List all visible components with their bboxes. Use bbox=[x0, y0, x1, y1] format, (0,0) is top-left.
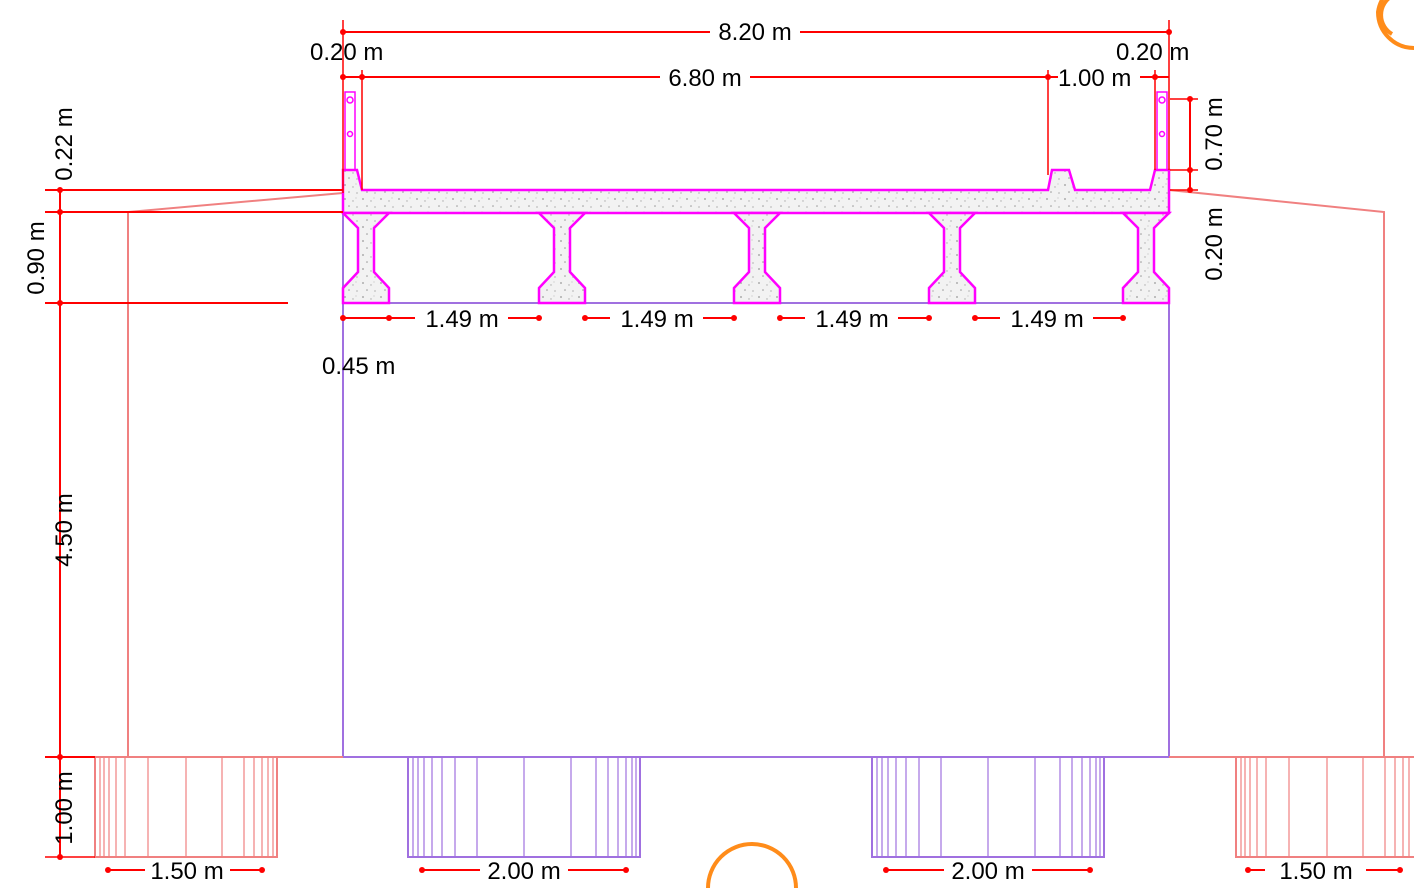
label-girder-spacing-2: 1.49 m bbox=[620, 306, 693, 333]
deck-slab bbox=[341, 168, 1171, 215]
abutment-left bbox=[60, 192, 344, 858]
label-right-curb: 0.20 m bbox=[1116, 39, 1189, 66]
orange-circle-inner bbox=[1379, 0, 1394, 36]
girder-1 bbox=[339, 211, 393, 305]
railing-right bbox=[1156, 91, 1168, 171]
label-footing-depth: 1.00 m bbox=[51, 771, 78, 844]
label-girder-depth: 0.90 m bbox=[23, 221, 50, 294]
pier-footing-left bbox=[407, 756, 641, 858]
abutment-right bbox=[1168, 189, 1414, 858]
girder-3 bbox=[730, 211, 784, 305]
label-roadway: 6.80 m bbox=[668, 65, 741, 92]
label-girder-spacing-3: 1.49 m bbox=[815, 306, 888, 333]
label-footing-center-1: 2.00 m bbox=[487, 858, 560, 885]
label-footing-right: 1.50 m bbox=[1279, 858, 1352, 885]
label-overhang: 0.45 m bbox=[322, 353, 395, 380]
girder-2 bbox=[535, 211, 589, 305]
dimension-labels: 8.20 m 0.20 m 0.20 m 6.80 m 1.00 m 0.70 … bbox=[23, 19, 1353, 885]
label-total-width: 8.20 m bbox=[718, 19, 791, 46]
label-footing-center-2: 2.00 m bbox=[951, 858, 1024, 885]
pier-footing-right bbox=[871, 756, 1105, 858]
girder-4 bbox=[925, 211, 979, 305]
label-pier-height: 4.50 m bbox=[51, 493, 78, 566]
dimension-lines bbox=[45, 20, 1403, 873]
label-left-curb: 0.20 m bbox=[310, 39, 383, 66]
railing-left bbox=[344, 91, 356, 171]
label-girder-spacing-1: 1.49 m bbox=[425, 306, 498, 333]
pier-wall bbox=[342, 302, 1170, 758]
girder-5 bbox=[1119, 211, 1173, 305]
orange-circle-top-right[interactable] bbox=[1375, 0, 1414, 50]
label-parapet-height: 0.70 m bbox=[1201, 97, 1228, 170]
label-footing-left: 1.50 m bbox=[150, 858, 223, 885]
orange-circle-bottom[interactable] bbox=[706, 842, 798, 888]
label-slab-thickness-left: 0.22 m bbox=[51, 107, 78, 180]
label-sidewalk: 1.00 m bbox=[1058, 65, 1131, 92]
deck bbox=[339, 91, 1173, 305]
label-girder-spacing-4: 1.49 m bbox=[1010, 306, 1083, 333]
label-slab-thickness-right: 0.20 m bbox=[1201, 207, 1228, 280]
